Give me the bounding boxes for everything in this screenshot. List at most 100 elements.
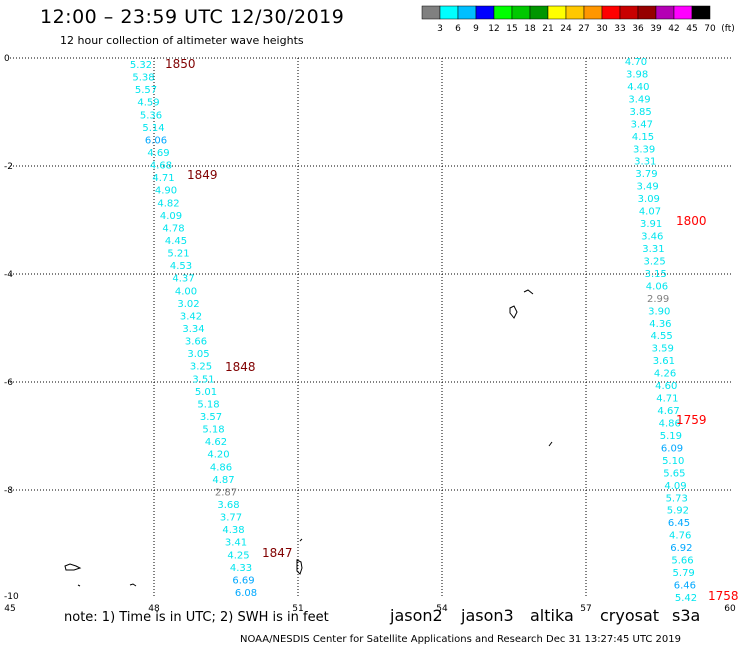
wave-height-value: 5.73 (666, 493, 688, 504)
page-title: 12:00 – 23:59 UTC 12/30/2019 (40, 6, 345, 28)
y-tick-label: -6 (4, 378, 13, 388)
wave-height-value: 5.38 (132, 73, 154, 84)
wave-height-value: 5.19 (660, 431, 682, 442)
wave-height-value: 4.25 (227, 550, 249, 561)
y-tick-label: -10 (4, 592, 19, 602)
wave-height-value: 3.85 (630, 107, 652, 118)
island-outline (64, 563, 82, 571)
legend-label: 39 (650, 24, 662, 34)
wave-height-value: 6.92 (670, 543, 692, 554)
wave-height-value: 3.42 (180, 311, 202, 322)
wave-height-value: 4.69 (147, 148, 169, 159)
satellite-label-cryosat: cryosat (600, 606, 660, 625)
wave-height-value: 5.36 (140, 110, 162, 121)
legend-label: 12 (488, 24, 499, 34)
y-tick-label: -4 (4, 270, 13, 280)
footnote: note: 1) Time is in UTC; 2) SWH is in fe… (64, 610, 329, 625)
wave-height-value: 3.57 (200, 412, 222, 423)
legend-swatch (421, 5, 441, 20)
x-tick-label: 51 (292, 604, 303, 614)
wave-height-value: 4.20 (207, 450, 229, 461)
wave-height-value: 4.67 (657, 406, 679, 417)
wave-height-value: 4.78 (162, 223, 184, 234)
wave-height-value: 5.21 (167, 249, 189, 260)
wave-height-value: 4.76 (669, 531, 691, 542)
legend-swatch (565, 5, 585, 20)
wave-height-value: 4.55 (650, 331, 672, 342)
legend-label: 36 (632, 24, 644, 34)
island-outline (523, 289, 534, 295)
page-subtitle: 12 hour collection of altimeter wave hei… (60, 34, 304, 47)
wave-height-value: 3.34 (182, 324, 204, 335)
island-outline (129, 583, 137, 587)
wave-height-value: 4.07 (639, 207, 661, 218)
x-tick-label: 45 (4, 604, 15, 614)
wave-height-value: 5.14 (142, 123, 164, 134)
wave-height-value: 4.45 (165, 236, 187, 247)
wave-height-value: 6.46 (674, 581, 696, 592)
island-outline (548, 441, 553, 447)
legend-swatch (457, 5, 477, 20)
legend-swatch (655, 5, 675, 20)
wave-height-value: 4.53 (170, 261, 192, 272)
wave-height-value: 4.06 (646, 281, 668, 292)
wave-height-value: 3.98 (626, 69, 648, 80)
wave-height-value: 6.08 (235, 588, 257, 599)
time-label: 1849 (187, 168, 218, 182)
wave-height-value: 3.09 (638, 194, 660, 205)
wave-height-value: 6.45 (668, 518, 690, 529)
legend-label: 42 (668, 24, 679, 34)
wave-height-value: 5.57 (135, 85, 157, 96)
wave-height-value: 5.92 (667, 506, 689, 517)
time-label: 1848 (225, 360, 256, 374)
wave-height-value: 3.77 (220, 513, 242, 524)
wave-height-value: 5.18 (197, 399, 219, 410)
wave-height-value: 3.39 (633, 144, 655, 155)
legend-label: 3 (437, 24, 443, 34)
wave-height-value: 4.09 (664, 481, 686, 492)
wave-height-value: 3.91 (640, 219, 662, 230)
wave-height-value: 4.86 (659, 418, 681, 429)
wave-height-value: 4.59 (137, 98, 159, 109)
wave-height-value: 3.79 (635, 169, 657, 180)
legend-swatch (493, 5, 513, 20)
legend-label: (ft) (721, 24, 735, 34)
wave-height-value: 6.69 (232, 575, 254, 586)
wave-height-value: 3.66 (185, 337, 207, 348)
legend-swatch (529, 5, 549, 20)
legend-label: 70 (704, 24, 716, 34)
legend-swatch (547, 5, 567, 20)
legend-label: 18 (524, 24, 536, 34)
wave-height-value: 3.25 (643, 256, 665, 267)
x-tick-label: 57 (580, 604, 591, 614)
wave-height-value: 3.15 (645, 269, 667, 280)
time-label: 1759 (676, 413, 707, 427)
wave-height-value: 3.49 (628, 94, 650, 105)
legend-swatch (439, 5, 459, 20)
legend-label: 24 (560, 24, 572, 34)
legend-label: 15 (506, 24, 517, 34)
wave-height-value: 3.25 (190, 362, 212, 373)
wave-height-value: 5.01 (195, 387, 217, 398)
wave-height-value: 3.68 (217, 500, 239, 511)
wave-height-value: 3.46 (641, 232, 663, 243)
wave-height-value: 4.86 (210, 462, 232, 473)
legend-label: 27 (578, 24, 589, 34)
satellite-label-jason3: jason3 (461, 606, 514, 625)
wave-height-value: 4.26 (654, 369, 676, 380)
wave-height-value: 6.09 (661, 443, 683, 454)
wave-height-value: 4.87 (212, 475, 234, 486)
wave-height-value: 5.42 (675, 593, 697, 604)
x-tick-label: 60 (724, 604, 736, 614)
legend-swatch (637, 5, 657, 20)
wave-height-value: 5.18 (202, 425, 224, 436)
legend-label: 21 (542, 24, 553, 34)
wave-height-value: 5.65 (663, 468, 685, 479)
wave-height-value: 4.60 (655, 381, 677, 392)
legend-label: 33 (614, 24, 625, 34)
wave-height-value: 4.36 (649, 319, 671, 330)
wave-height-value: 3.59 (652, 344, 674, 355)
wave-height-value: 4.00 (175, 286, 197, 297)
island-outline (77, 584, 81, 587)
